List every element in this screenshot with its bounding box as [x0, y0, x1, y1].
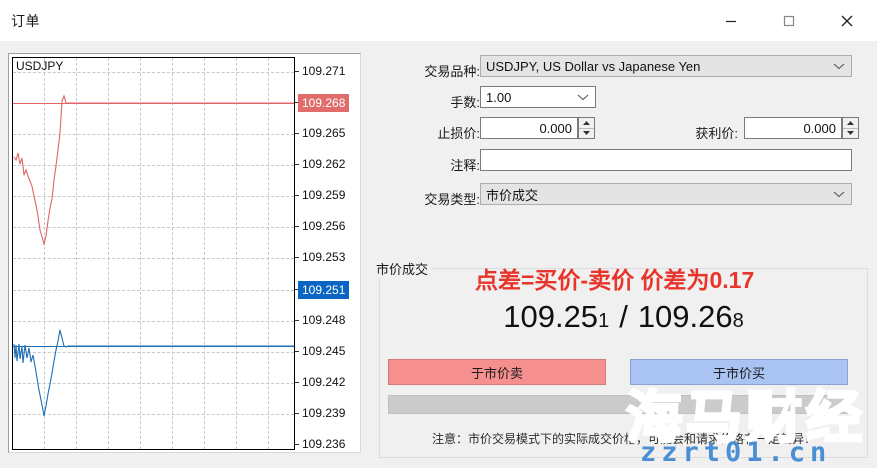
close-icon [838, 12, 856, 30]
stepper-down-icon[interactable] [843, 129, 858, 139]
stoploss-stepper[interactable] [578, 117, 595, 139]
comment-label: 注释: [450, 158, 480, 173]
gridline-v [172, 58, 173, 449]
bid-price-main: 109.25 [503, 299, 599, 334]
stepper-up-icon[interactable] [843, 118, 858, 128]
sell-at-market-button[interactable]: 于市价卖 [388, 359, 606, 385]
takeprofit-value: 0.000 [803, 120, 836, 136]
gridline-h [13, 134, 294, 135]
volume-label: 手数: [450, 95, 480, 110]
axis-label: 109.245 [302, 344, 346, 358]
gridline-h [13, 258, 294, 259]
gridline-v [268, 58, 269, 449]
ask-price-small: 8 [732, 310, 744, 332]
takeprofit-input[interactable]: 0.000 [744, 117, 842, 139]
ask-price-line [13, 103, 294, 104]
bid-price-badge: 109.251 [298, 281, 350, 299]
bid-price-line [13, 346, 294, 347]
chart-panel: USDJPY [8, 53, 361, 453]
stoploss-input[interactable]: 0.000 [480, 117, 578, 139]
gridline-h [13, 383, 294, 384]
gridline-h [13, 414, 294, 415]
execution-group-legend: 市价成交 [374, 259, 433, 278]
tradetype-select[interactable]: 市价成交 [480, 183, 852, 205]
stoploss-value: 0.000 [539, 120, 572, 136]
order-form: 交易品种: USDJPY, US Dollar vs Japanese Yen … [370, 41, 877, 468]
chart-plot[interactable]: USDJPY [12, 57, 295, 450]
axis-label: 109.262 [302, 157, 346, 171]
tradetype-value: 市价成交 [486, 187, 539, 203]
symbol-value: USDJPY, US Dollar vs Japanese Yen [486, 58, 701, 74]
minimize-icon [723, 13, 739, 29]
axis-label: 109.253 [302, 250, 346, 264]
buy-at-market-button[interactable]: 于市价买 [630, 359, 848, 385]
gridline-h [13, 352, 294, 353]
volume-value: 1.00 [486, 89, 512, 105]
tradetype-label: 交易类型: [424, 192, 480, 207]
ask-price-badge: 109.268 [298, 94, 350, 112]
stoploss-label: 止损价: [437, 126, 480, 141]
stepper-down-icon[interactable] [579, 129, 594, 139]
maximize-icon [781, 13, 797, 29]
progress-bar [388, 395, 848, 414]
gridline-h [13, 165, 294, 166]
gridline-v [76, 58, 77, 449]
chevron-down-icon [833, 59, 845, 74]
gridline-v [236, 58, 237, 449]
takeprofit-stepper[interactable] [842, 117, 859, 139]
axis-label: 109.265 [302, 126, 346, 140]
gridline-h [13, 227, 294, 228]
axis-label: 109.256 [302, 219, 346, 233]
minimize-button[interactable] [707, 0, 754, 41]
price-axis[interactable]: 109.271 109.268 109.265 109.262 109.259 … [295, 57, 360, 451]
axis-label: 109.239 [302, 406, 346, 420]
axis-label: 109.259 [302, 188, 346, 202]
bid-price-small: 1 [598, 310, 610, 332]
gridline-h [13, 196, 294, 197]
gridline-v [204, 58, 205, 449]
axis-label: 109.242 [302, 375, 346, 389]
axis-label: 109.248 [302, 313, 346, 327]
chart-symbol-label: USDJPY [16, 59, 64, 73]
maximize-button[interactable] [765, 0, 812, 41]
chevron-down-icon [577, 90, 589, 105]
ask-price-main: 109.26 [637, 299, 733, 334]
takeprofit-label: 获利价: [695, 126, 738, 141]
axis-label: 109.236 [302, 437, 346, 451]
tick-chart-lines [13, 94, 294, 417]
gridline-v [108, 58, 109, 449]
gridline-v [44, 58, 45, 449]
title-bar: 订单 [0, 0, 877, 41]
gridline-v [140, 58, 141, 449]
client-area: USDJPY [0, 41, 877, 468]
execution-note: 注意：市价交易模式下的实际成交价格，可能会和请求价格有一定差异！ [431, 432, 816, 446]
stepper-up-icon[interactable] [579, 118, 594, 128]
symbol-label: 交易品种: [424, 64, 480, 79]
chevron-down-icon [833, 187, 845, 202]
gridline-h [13, 290, 294, 291]
quote-separator: / [619, 299, 628, 334]
quote-display: 109.251 / 109.268 [370, 299, 877, 335]
spread-annotation: 点差=买价-卖价 价差为0.17 [475, 267, 755, 293]
gridline-h [13, 72, 294, 73]
bid-tick-line [13, 329, 294, 417]
gridline-h [13, 321, 294, 322]
comment-input[interactable] [480, 149, 852, 171]
execution-groupbox [379, 268, 868, 458]
window-title: 订单 [11, 13, 40, 29]
close-button[interactable] [823, 0, 870, 41]
axis-label: 109.271 [302, 64, 346, 78]
symbol-select[interactable]: USDJPY, US Dollar vs Japanese Yen [480, 55, 852, 77]
volume-select[interactable]: 1.00 [480, 86, 596, 108]
ask-tick-line [13, 94, 294, 247]
